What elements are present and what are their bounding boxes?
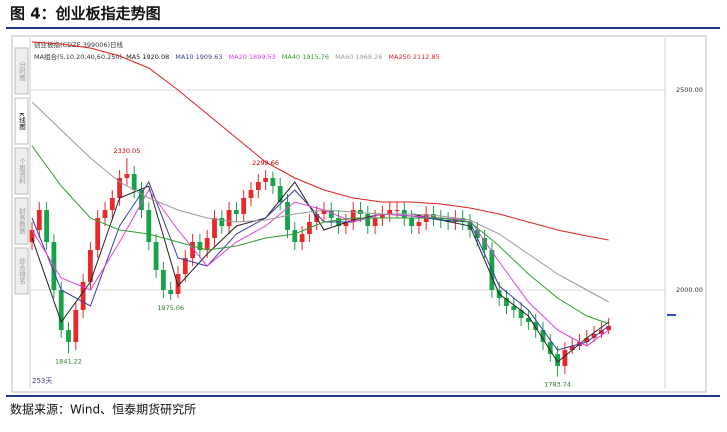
candle-body [241, 198, 247, 214]
ma-line [31, 41, 609, 241]
side-tab[interactable] [14, 247, 29, 295]
candle-body [139, 190, 144, 210]
legend-entry: MA250 2112.85 [388, 53, 439, 61]
candle-body [350, 210, 356, 222]
candle-body [255, 182, 261, 190]
candle-body [599, 330, 604, 334]
candle-body [299, 234, 305, 242]
candle-body [292, 230, 298, 242]
candle-body [409, 218, 414, 226]
candle-body [365, 214, 371, 226]
side-tab-label[interactable]: K线图 [18, 112, 26, 130]
candle-body [504, 298, 509, 306]
candle-body [372, 218, 378, 226]
candle-body [387, 210, 393, 214]
candle-body [131, 174, 137, 190]
extreme-label: 2330.05 [113, 147, 140, 155]
candle-body [277, 186, 283, 202]
candle-body [182, 258, 188, 274]
extreme-label: 2299.66 [252, 159, 279, 167]
y-tick-label: 2000.00 [676, 286, 703, 294]
ma-line [31, 145, 609, 325]
source-note: 数据来源：Wind、恒泰期货研究所 [10, 402, 196, 417]
figure-title: 图 4：创业板指走势图 [10, 5, 161, 23]
candle-body [212, 218, 217, 238]
candle-body [328, 210, 334, 218]
candle-body [606, 326, 612, 330]
side-tab-label[interactable]: 财务数据 [18, 207, 26, 236]
candle-body [117, 178, 122, 198]
candle-body [168, 290, 174, 294]
candle-body [591, 334, 597, 338]
candle-body [343, 222, 349, 226]
extreme-label: 1841.22 [55, 358, 82, 366]
candle-body [248, 190, 254, 198]
candle-body [73, 310, 79, 342]
candle-body [124, 174, 130, 178]
candle-body [66, 330, 71, 342]
candle-body [219, 218, 225, 226]
candle-body [394, 210, 400, 211]
candle-body [95, 218, 101, 250]
candle-body [161, 270, 166, 290]
candle-body [58, 290, 64, 330]
candle-body [474, 230, 480, 238]
legend-entry: MA5 1920.08 [126, 53, 169, 61]
candle-body [226, 210, 232, 226]
side-tab[interactable] [14, 197, 29, 245]
legend-entry: MA40 1915.76 [282, 53, 329, 61]
candle-body [321, 210, 327, 214]
extreme-label: 1975.06 [157, 304, 184, 312]
candle-body [190, 242, 195, 258]
candle-body [204, 238, 210, 250]
ma-line [31, 181, 609, 363]
candle-body [80, 282, 86, 310]
legend-entry: MA60 1968.26 [335, 53, 382, 61]
candle-body [533, 322, 539, 330]
candle-body [540, 330, 546, 342]
candle-body [562, 350, 568, 366]
candle-body [234, 210, 239, 214]
candle-body [438, 218, 444, 220]
legend-entry: MA10 1909.63 [175, 53, 222, 61]
side-tab-label[interactable]: 综合排名 [18, 257, 26, 286]
candle-body [569, 346, 575, 350]
candle-body [44, 210, 49, 242]
candle-body [109, 198, 115, 210]
side-tab-label[interactable]: 分时图 [18, 60, 26, 82]
extreme-label: 1783.74 [544, 381, 571, 389]
candle-body [555, 354, 560, 366]
ma-group-label: MA组合(5,10,20,40,60,250) [34, 52, 122, 61]
candle-body [29, 230, 35, 242]
candle-body [547, 342, 553, 354]
candle-body [36, 210, 42, 230]
candle-body [270, 178, 276, 186]
candle-body [153, 242, 159, 270]
candle-body [416, 222, 422, 226]
period-label: 253天 [32, 377, 52, 385]
candle-body [518, 310, 524, 318]
side-tab-label[interactable]: 个股资料 [18, 158, 26, 186]
chart-title: 创业板指(CDZE 399006)日线 [34, 40, 124, 49]
ma-line [31, 101, 609, 303]
candle-body [380, 214, 385, 218]
candle-body [102, 210, 108, 218]
candle-body [175, 274, 181, 294]
legend-entry: MA20 1899.53 [229, 53, 276, 61]
candle-body [197, 242, 203, 250]
side-tab[interactable] [14, 97, 29, 145]
candle-body [584, 338, 590, 342]
candle-body [263, 178, 268, 182]
candle-body [88, 250, 93, 282]
side-tab[interactable] [14, 147, 29, 195]
candle-body [482, 238, 487, 250]
side-tab[interactable] [14, 47, 29, 95]
candle-body [526, 318, 531, 322]
candle-body [146, 210, 152, 242]
y-tick-label: 2500.00 [676, 86, 703, 94]
candle-body [511, 306, 517, 310]
